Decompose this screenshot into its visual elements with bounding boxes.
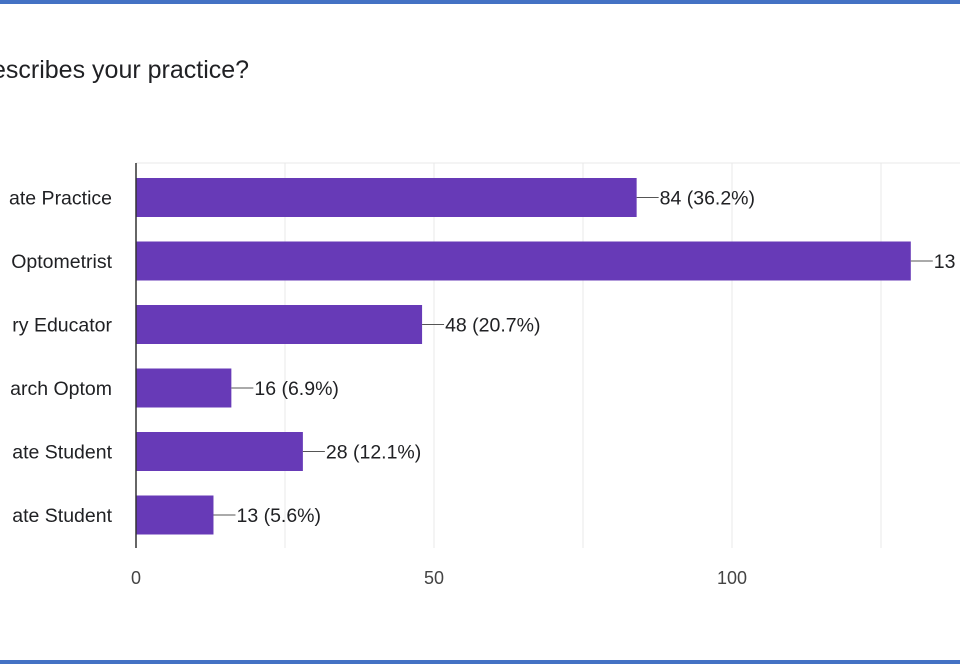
- category-label: Optometrist: [11, 251, 112, 273]
- bar: [136, 241, 911, 281]
- bar: [136, 305, 423, 344]
- value-label: 16 (6.9%): [254, 378, 339, 400]
- top-border: [0, 0, 960, 4]
- category-label: ate Student: [12, 505, 112, 527]
- category-label: ate Practice: [9, 188, 112, 210]
- bar: [136, 368, 232, 408]
- bar: [136, 432, 303, 471]
- value-label: 13 (5.6%): [236, 505, 321, 527]
- grid-lines: [136, 162, 960, 548]
- x-tick-label: 50: [424, 568, 444, 588]
- labels: 84 (36.2%) ate Practice 13 Optometrist 48 (2…: [9, 188, 955, 528]
- axes: 0 50 100: [131, 163, 747, 588]
- bar: [136, 178, 637, 217]
- x-tick-label: 0: [131, 568, 141, 588]
- bottom-border: [0, 660, 960, 664]
- bars: [136, 178, 911, 535]
- category-label: ate Student: [12, 442, 112, 464]
- question-title: escribes your practice?: [0, 56, 250, 84]
- value-label: 84 (36.2%): [660, 188, 755, 210]
- x-tick-label: 100: [717, 568, 747, 588]
- bar: [136, 495, 214, 535]
- value-label: 48 (20.7%): [445, 315, 540, 337]
- category-label: arch Optom: [10, 378, 112, 400]
- category-label: ry Educator: [12, 315, 112, 337]
- value-label: 28 (12.1%): [326, 442, 421, 464]
- value-label: 13: [934, 251, 956, 273]
